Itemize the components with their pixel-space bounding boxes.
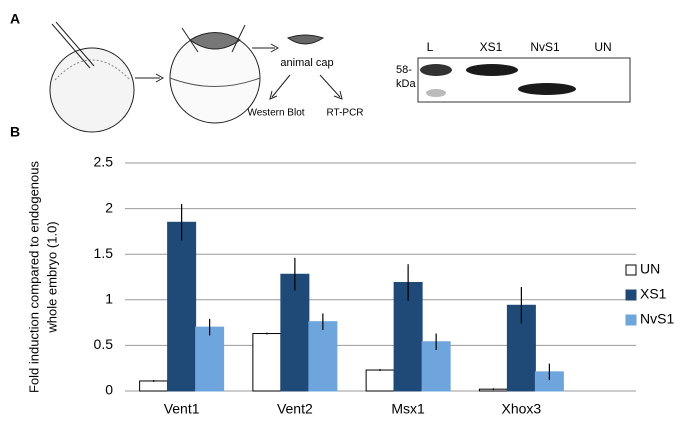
legend-swatch xyxy=(625,289,637,301)
lane-label: XS1 xyxy=(480,40,503,54)
bar xyxy=(308,321,338,392)
y-tick-label: 2 xyxy=(105,199,113,215)
blot xyxy=(417,57,631,103)
y-tick-label: 2.5 xyxy=(94,154,114,170)
bar xyxy=(139,380,169,392)
panel-label: A xyxy=(10,11,20,27)
diagram-label: Western Blot xyxy=(247,108,304,119)
lane-label: L xyxy=(427,40,434,54)
bar xyxy=(167,221,197,392)
lane-label: NvS1 xyxy=(530,40,560,54)
x-tick-label: Msx1 xyxy=(391,401,425,417)
y-tick-label: 1 xyxy=(105,291,113,307)
y-axis-title: Fold induction compared to endogenous xyxy=(26,161,41,393)
y-tick-label: 0.5 xyxy=(94,336,114,352)
legend-label: XS1 xyxy=(640,286,667,302)
legend-swatch xyxy=(625,314,637,326)
bar xyxy=(252,333,282,392)
embryo-diagram xyxy=(49,21,343,133)
diagram-label: RT-PCR xyxy=(326,108,363,119)
marker-label: kDa xyxy=(396,78,416,90)
legend-label: UN xyxy=(640,261,660,277)
lane-label: UN xyxy=(594,40,611,54)
panel-label: B xyxy=(10,124,20,140)
bar xyxy=(365,369,395,392)
legend-swatch xyxy=(625,264,637,276)
marker-label: 58- xyxy=(396,64,412,76)
x-tick-label: Vent1 xyxy=(164,401,200,417)
y-tick-label: 0 xyxy=(105,382,113,398)
x-tick-label: Vent2 xyxy=(277,401,313,417)
y-tick-label: 1.5 xyxy=(94,245,114,261)
legend-label: NvS1 xyxy=(640,311,674,327)
y-axis-title: whole embryo (1.0) xyxy=(44,221,59,333)
x-tick-label: Xhox3 xyxy=(502,401,542,417)
bar xyxy=(195,326,225,392)
bar xyxy=(280,273,310,392)
diagram-label: animal cap xyxy=(280,57,333,69)
